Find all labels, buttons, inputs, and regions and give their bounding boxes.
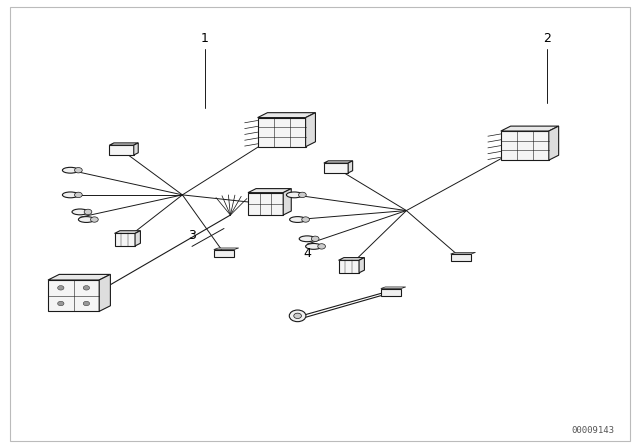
Circle shape: [302, 217, 309, 222]
Polygon shape: [248, 189, 291, 193]
Circle shape: [74, 168, 82, 173]
Circle shape: [317, 244, 325, 249]
Polygon shape: [324, 161, 353, 163]
Text: 3: 3: [188, 229, 196, 242]
Bar: [248, 193, 283, 215]
Bar: [115, 233, 135, 246]
Circle shape: [84, 209, 92, 215]
Text: 00009143: 00009143: [572, 426, 614, 435]
Ellipse shape: [300, 236, 315, 242]
Circle shape: [299, 192, 307, 198]
Polygon shape: [339, 258, 364, 260]
Ellipse shape: [62, 192, 78, 198]
Ellipse shape: [78, 217, 95, 223]
Circle shape: [58, 301, 64, 306]
Bar: [339, 260, 359, 273]
Bar: [381, 289, 401, 296]
Bar: [324, 163, 348, 173]
Circle shape: [312, 236, 319, 241]
Polygon shape: [381, 287, 406, 289]
Bar: [48, 280, 99, 311]
Polygon shape: [549, 126, 559, 160]
Circle shape: [91, 217, 99, 222]
Circle shape: [83, 286, 90, 290]
Polygon shape: [257, 112, 316, 117]
Circle shape: [58, 286, 64, 290]
Bar: [257, 117, 306, 147]
Ellipse shape: [306, 244, 322, 249]
Polygon shape: [283, 189, 291, 215]
Circle shape: [289, 310, 306, 322]
Polygon shape: [115, 231, 140, 233]
Text: 2: 2: [543, 32, 551, 45]
Polygon shape: [359, 258, 364, 273]
Polygon shape: [348, 161, 353, 173]
Bar: [451, 254, 471, 261]
Polygon shape: [214, 248, 239, 250]
Polygon shape: [109, 143, 138, 145]
Text: 4: 4: [303, 247, 311, 260]
Ellipse shape: [289, 216, 306, 222]
Polygon shape: [134, 143, 138, 155]
Polygon shape: [99, 274, 110, 311]
Bar: [501, 131, 549, 160]
Bar: [214, 250, 234, 257]
Ellipse shape: [62, 167, 78, 173]
Text: 1: 1: [201, 32, 209, 45]
Polygon shape: [501, 126, 559, 131]
Ellipse shape: [287, 192, 303, 198]
Ellipse shape: [72, 209, 88, 215]
Polygon shape: [306, 112, 316, 147]
Polygon shape: [135, 231, 140, 246]
Circle shape: [74, 192, 82, 198]
Circle shape: [294, 313, 301, 319]
Bar: [109, 145, 134, 155]
Polygon shape: [48, 274, 110, 280]
Circle shape: [83, 301, 90, 306]
Polygon shape: [451, 252, 476, 254]
